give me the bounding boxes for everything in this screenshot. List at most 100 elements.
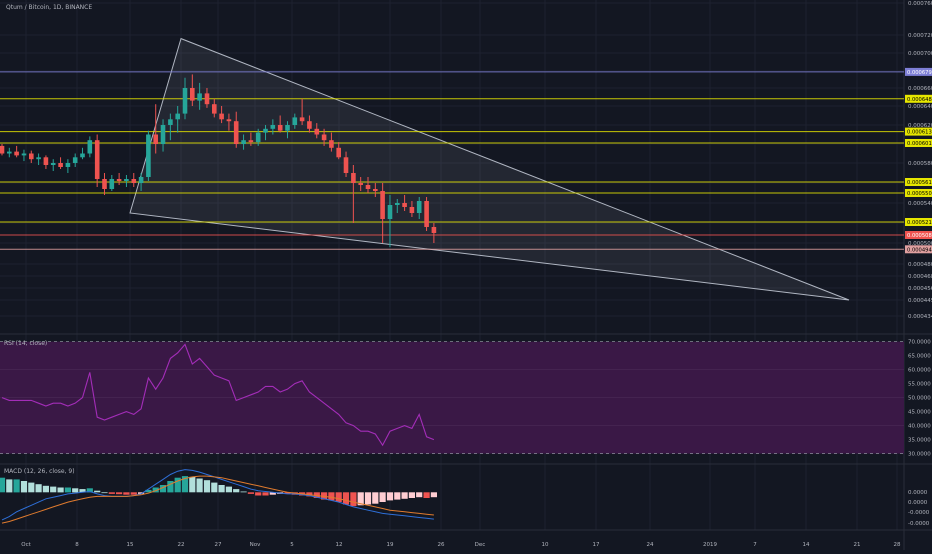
price-pane — [0, 37, 904, 301]
candle-body — [248, 140, 254, 143]
price-tick-label: 0.000620 — [908, 123, 932, 129]
candle-body — [409, 207, 415, 213]
candle-body — [72, 157, 78, 163]
macd-histogram-bar — [35, 484, 42, 493]
date-tick-label: 12 — [336, 542, 343, 548]
price-tick-label: 0.000580 — [908, 161, 932, 167]
candle-body — [285, 125, 290, 131]
date-tick-label: 19 — [387, 542, 394, 548]
level-badge — [905, 94, 932, 103]
macd-histogram-bar — [386, 492, 394, 501]
candle-body — [109, 179, 115, 189]
candle-body — [29, 153, 34, 160]
rsi-tick-label: 65.0000 — [908, 354, 931, 360]
macd-histogram-bar — [64, 487, 71, 493]
macd-histogram-bar — [130, 492, 137, 495]
rsi-title: RSI (14, close) — [4, 340, 47, 347]
macd-histogram-bar — [262, 492, 269, 496]
candle-body — [153, 134, 158, 144]
rsi-line — [1, 343, 435, 447]
price-tick-label: 0.000500 — [908, 241, 932, 247]
candle-body — [387, 205, 393, 219]
candle-body — [43, 157, 49, 165]
candle-body — [263, 128, 268, 133]
price-tick-label: 0.000434 — [908, 314, 932, 320]
macd-histogram-bar — [233, 489, 240, 493]
macd-histogram-bar — [247, 492, 254, 494]
candle-body — [358, 183, 363, 185]
candle-body — [424, 201, 429, 227]
macd-histogram-bar — [416, 492, 423, 498]
level-badge-label: 0.000648 — [907, 97, 932, 103]
candle-body — [226, 119, 232, 122]
level-badge-label: 0.000521 — [907, 220, 932, 226]
macd-histogram-bar — [342, 492, 350, 505]
level-badge — [905, 178, 932, 186]
level-badge-label: 0.000494 — [907, 247, 932, 253]
date-tick-label: 24 — [647, 542, 654, 548]
date-tick-label: 27 — [215, 542, 222, 548]
candle-body — [131, 179, 137, 183]
price-tick-label: 0.000540 — [908, 201, 932, 207]
macd-histogram-bar — [423, 492, 430, 498]
macd-histogram-bar — [72, 488, 79, 493]
price-tick-label: 0.000720 — [908, 33, 932, 39]
level-badge — [905, 67, 932, 76]
date-tick-label: 5 — [290, 542, 294, 548]
level-badge-label: 0.000508 — [907, 233, 932, 239]
candle-body — [329, 140, 334, 148]
axis-layer: 0.0007600.0007200.0007000.0006800.000660… — [21, 1, 932, 548]
macd-tick-label: 0.0000 — [908, 490, 928, 496]
level-badge-label: 0.000601 — [907, 141, 932, 147]
macd-histogram-bar — [189, 476, 196, 493]
text-layer: Qtum / Bitcoin, 1D, BINANCE RSI (14, clo… — [4, 4, 92, 475]
price-tick-label: 0.000445 — [908, 298, 932, 304]
candle-body — [365, 185, 371, 189]
macd-histogram-bar — [108, 492, 115, 494]
candle-body — [402, 203, 407, 207]
rsi-tick-label: 55.0000 — [908, 382, 931, 388]
macd-histogram-bar — [167, 481, 174, 493]
rsi-tick-label: 35.0000 — [908, 438, 931, 444]
macd-histogram-bar — [284, 492, 291, 494]
date-tick-label: 2019 — [703, 542, 717, 548]
candle-body — [395, 203, 400, 205]
candle-body — [175, 113, 180, 120]
date-tick-label: Dec — [475, 542, 486, 548]
candle-body — [58, 163, 63, 167]
date-tick-label: 22 — [178, 542, 185, 548]
macd-histogram-bar — [328, 492, 335, 501]
signal-line — [1, 475, 434, 524]
candle-body — [212, 104, 217, 114]
candle-body — [0, 145, 5, 154]
candle-body — [197, 93, 202, 101]
macd-histogram-bar — [123, 492, 130, 495]
candle-body — [116, 179, 122, 181]
level-badge — [905, 127, 932, 136]
macd-histogram-bar — [364, 492, 372, 505]
macd-histogram-bar — [225, 486, 232, 493]
rsi-tick-label: 60.0000 — [908, 368, 931, 374]
candle-body — [299, 117, 305, 122]
level-badge — [905, 231, 932, 239]
macd-histogram-bar — [430, 492, 437, 498]
level-badge-label: 0.000561 — [907, 180, 932, 186]
candle-body — [14, 151, 19, 156]
candle-body — [277, 125, 283, 131]
date-tick-label: 14 — [803, 542, 810, 548]
candle-body — [190, 88, 195, 101]
candle-body — [241, 140, 246, 144]
level-badge-label: 0.000550 — [907, 191, 932, 197]
macd-histogram-bar — [20, 481, 28, 493]
macd-histogram-bar — [159, 485, 167, 493]
macd-histogram-bar — [335, 492, 342, 502]
candle-body — [204, 93, 210, 105]
macd-histogram-bar — [116, 492, 123, 495]
macd-histogram-bar — [94, 490, 101, 493]
macd-tick-label: -0.0000 — [908, 521, 930, 527]
macd-histogram-bar — [6, 479, 13, 493]
macd-histogram-bar — [394, 492, 401, 500]
candle-body — [416, 201, 422, 213]
